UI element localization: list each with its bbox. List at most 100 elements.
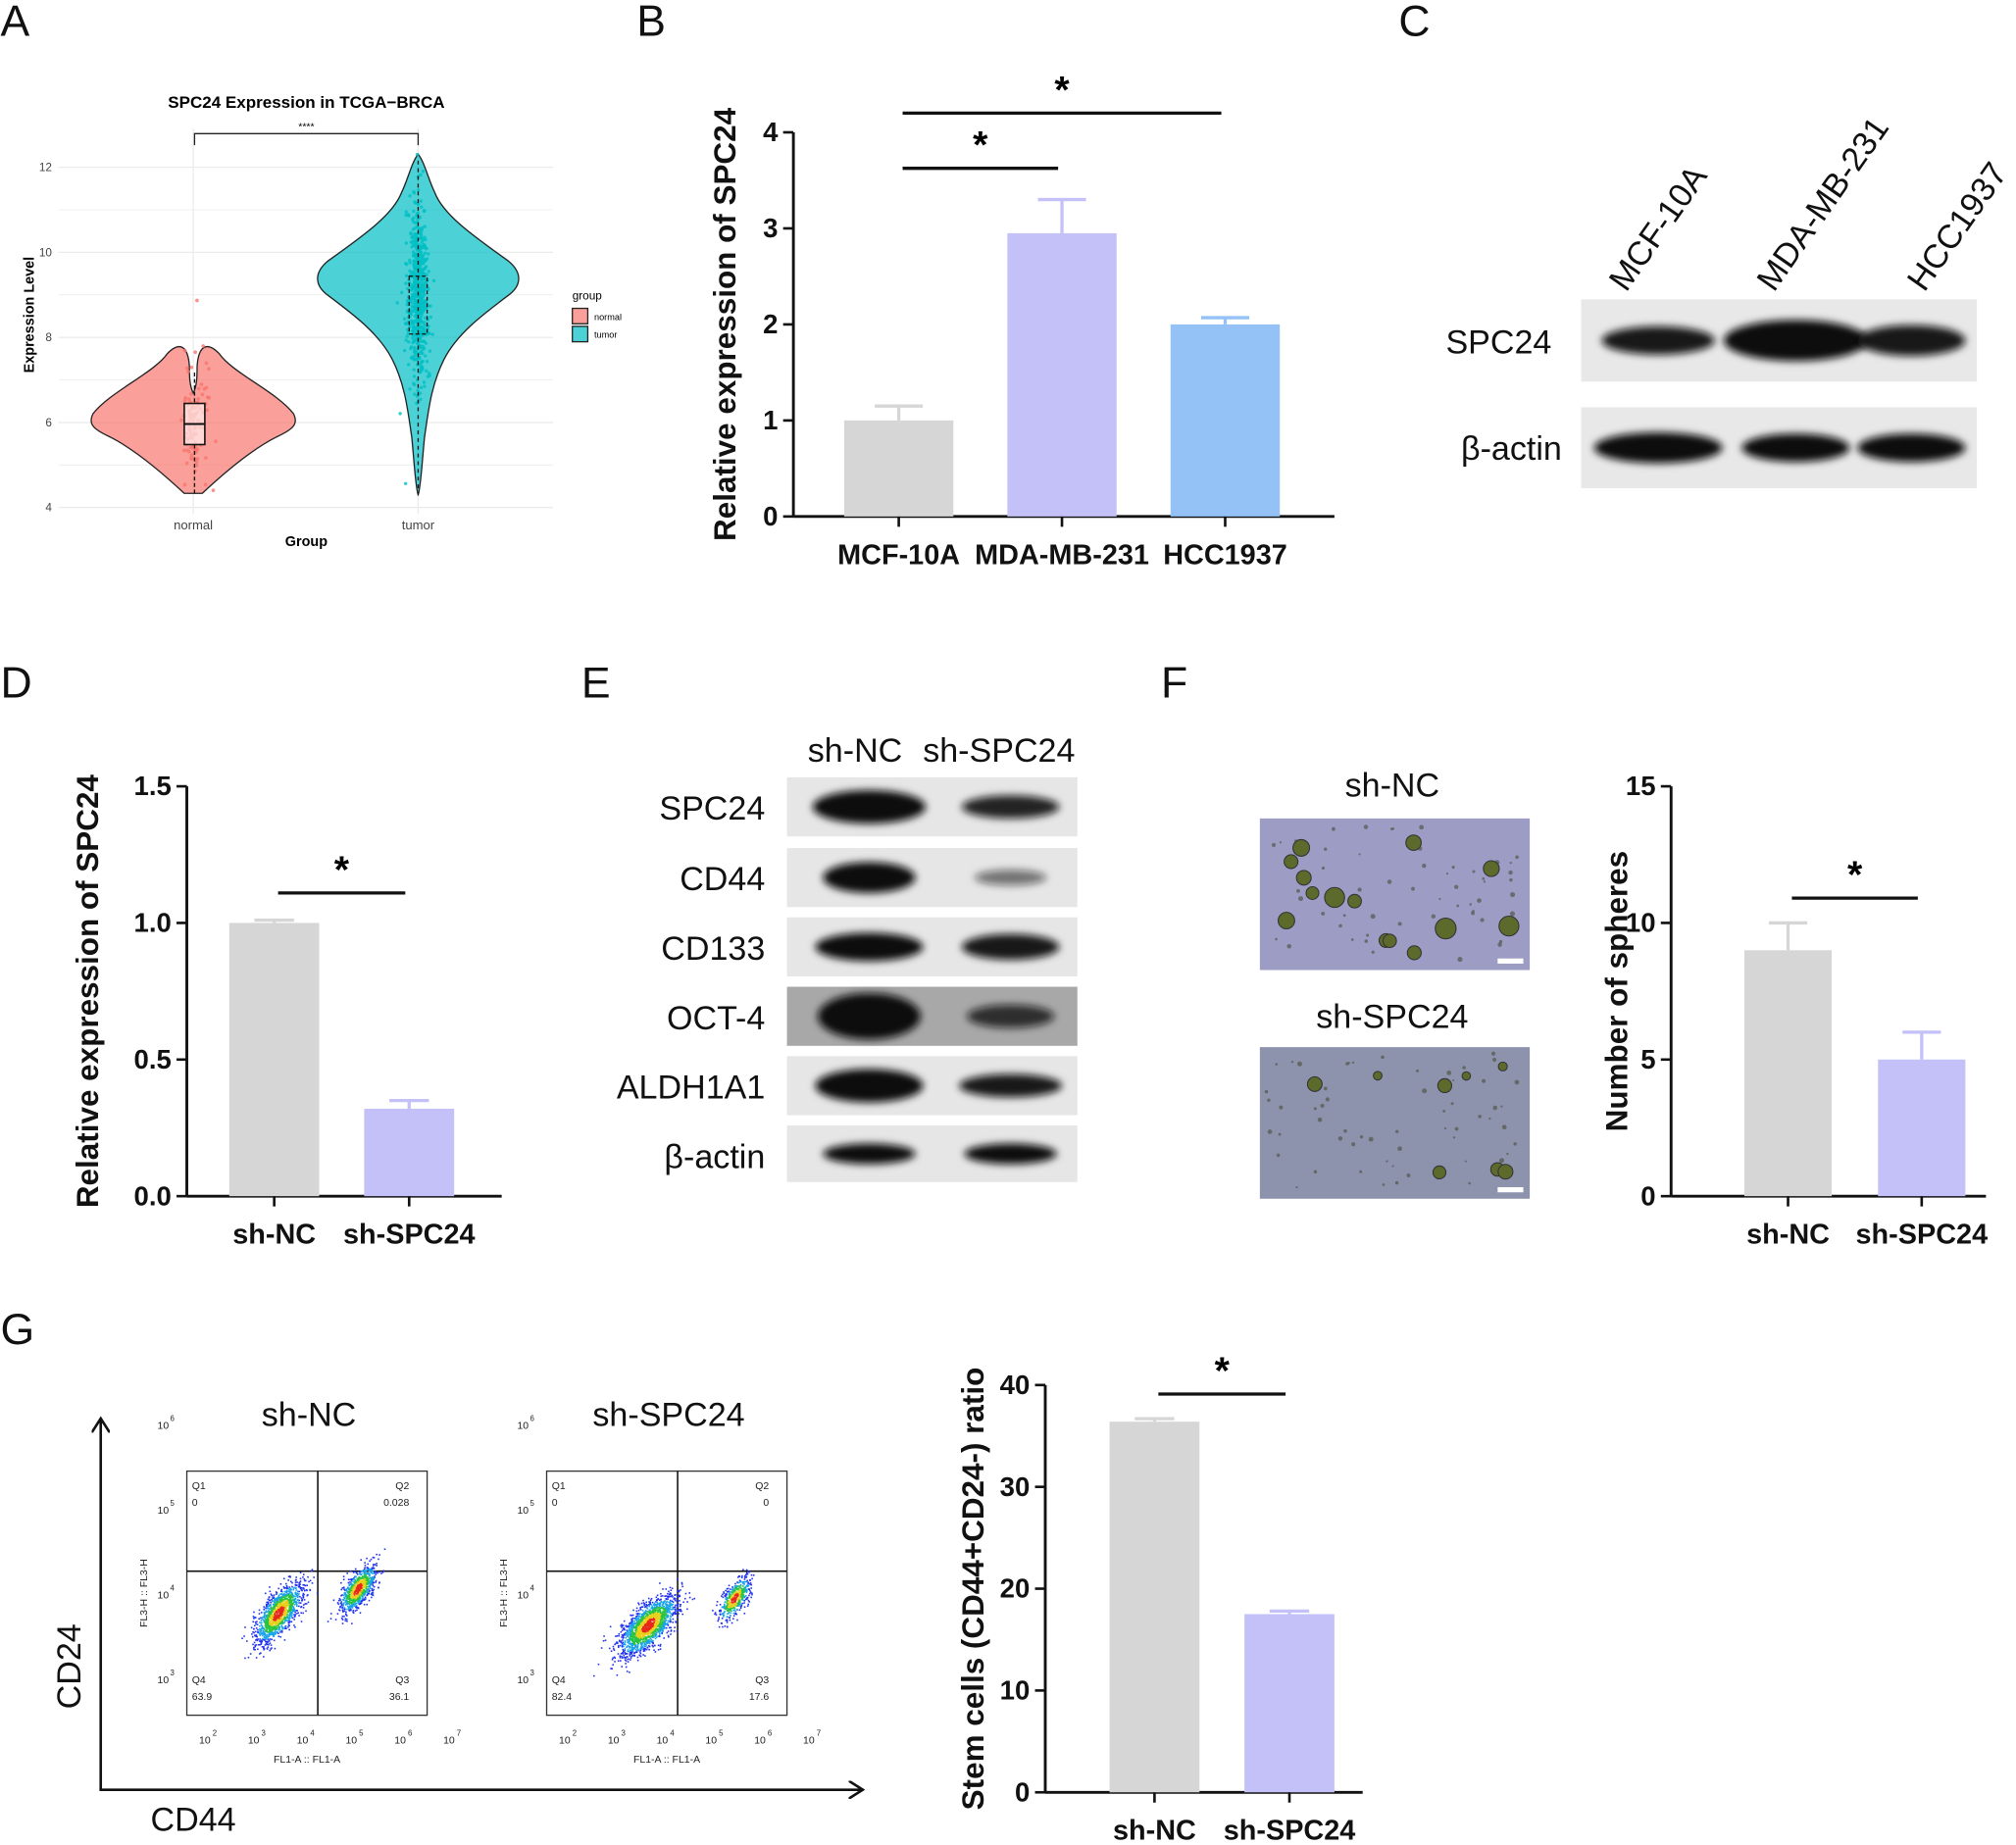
event [277,1609,279,1612]
event [665,1607,667,1609]
event [682,1601,684,1604]
event [374,1576,376,1579]
event [253,1641,256,1644]
event [619,1657,622,1659]
event [294,1586,297,1589]
event [274,1606,276,1609]
event [632,1643,635,1645]
event [670,1613,673,1615]
event [350,1604,353,1606]
x-tick-label: MDA-MB-231 [975,539,1149,571]
event [263,1638,265,1641]
event [349,1601,352,1604]
event [372,1577,375,1580]
data-point [416,218,420,222]
event [655,1619,657,1621]
event [269,1629,272,1631]
event [266,1621,269,1624]
event [632,1631,634,1634]
event [294,1611,296,1614]
event [285,1599,288,1602]
event [291,1617,294,1620]
event [656,1617,659,1619]
event [652,1621,655,1624]
event [293,1586,295,1589]
event [373,1557,376,1559]
event [625,1657,627,1660]
event [629,1645,630,1648]
event [370,1578,372,1581]
event [343,1592,346,1594]
event [348,1606,350,1608]
event [305,1603,308,1605]
event [299,1602,302,1604]
event [372,1571,375,1572]
event [656,1601,659,1604]
event [637,1623,640,1626]
event [635,1610,638,1613]
event [273,1610,276,1613]
event [616,1634,619,1637]
event [366,1557,368,1560]
event [296,1610,298,1612]
event [677,1603,680,1605]
event [630,1625,631,1628]
event [266,1620,269,1621]
event [349,1589,352,1592]
event [268,1616,271,1618]
event [296,1604,298,1606]
data-point [186,370,190,374]
event [638,1626,641,1628]
event [683,1597,686,1600]
event [348,1610,350,1612]
y-tick-label: 10 [1000,1675,1031,1706]
event [664,1621,666,1623]
quadrant-value: 36.1 [389,1692,410,1703]
event [263,1608,266,1611]
event [271,1631,273,1633]
event [635,1627,637,1629]
event [666,1600,668,1603]
event [727,1587,730,1590]
event [277,1614,279,1617]
event [295,1578,297,1581]
event [636,1624,638,1626]
significance-star: * [1847,854,1863,897]
event [641,1635,644,1637]
event [661,1624,664,1627]
event [647,1620,650,1622]
event [274,1620,276,1621]
event [347,1597,350,1600]
event [630,1643,632,1646]
event [362,1583,365,1586]
event [275,1610,277,1613]
event [661,1628,663,1631]
event [731,1607,734,1610]
event [269,1630,271,1633]
event [684,1592,687,1595]
data-point [420,319,424,324]
data-point [184,461,189,466]
event [368,1572,371,1574]
event [643,1612,646,1615]
event [649,1637,652,1640]
event [367,1585,369,1588]
y-tick-exp: 5 [170,1499,175,1508]
event [266,1616,268,1618]
event [369,1580,372,1582]
event [645,1641,647,1644]
event [271,1628,274,1630]
western-blot-c: MCF-10A MDA-MB-231 HCC1937 SPC24 β-actin [1445,111,2015,489]
event [648,1605,650,1608]
event [371,1578,373,1580]
event [636,1640,638,1642]
event [642,1646,644,1648]
event [357,1591,359,1594]
event [249,1653,252,1655]
y-tick: 8 [45,331,52,344]
event [639,1613,641,1616]
event [657,1611,660,1613]
event [298,1593,300,1595]
event [271,1618,274,1621]
significance-label: **** [298,122,314,132]
